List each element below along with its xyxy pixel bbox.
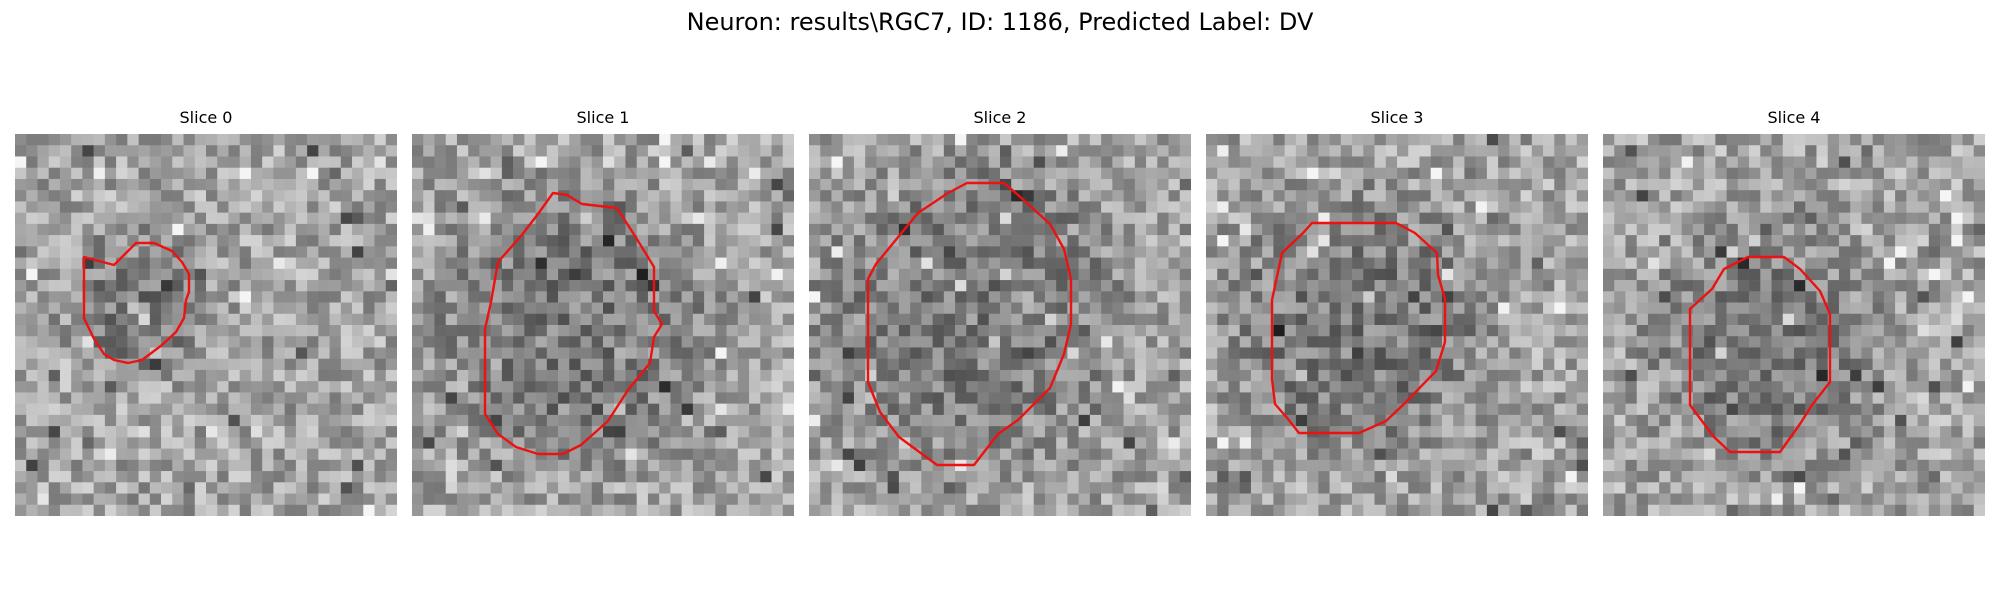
slice-title: Slice 0 bbox=[179, 108, 233, 127]
slice-panel: Slice 3 bbox=[1206, 104, 1588, 520]
pixel-grid bbox=[412, 134, 794, 516]
slice-image bbox=[412, 134, 794, 516]
slice-image bbox=[809, 134, 1191, 516]
roi-outline bbox=[1270, 221, 1447, 435]
roi-outline bbox=[866, 181, 1073, 467]
slice-image bbox=[15, 134, 397, 516]
pixel-grid bbox=[1206, 134, 1588, 516]
slice-title: Slice 3 bbox=[1370, 108, 1424, 127]
pixel-grid bbox=[15, 134, 397, 516]
slice-panel: Slice 1 bbox=[412, 104, 794, 520]
roi-outline bbox=[82, 241, 191, 365]
pixel-grid bbox=[1603, 134, 1985, 516]
slice-panel: Slice 2 bbox=[809, 104, 1191, 520]
slice-title: Slice 2 bbox=[973, 108, 1027, 127]
figure-title: Neuron: results\RGC7, ID: 1186, Predicte… bbox=[686, 8, 1314, 36]
slice-image bbox=[1206, 134, 1588, 516]
pixel-grid bbox=[809, 134, 1191, 516]
roi-outline bbox=[1688, 255, 1832, 454]
slice-title: Slice 1 bbox=[576, 108, 630, 127]
slice-image bbox=[1603, 134, 1985, 516]
roi-outline bbox=[483, 191, 664, 456]
slice-panel: Slice 4 bbox=[1603, 104, 1985, 520]
slice-panel: Slice 0 bbox=[15, 104, 397, 520]
slice-title: Slice 4 bbox=[1767, 108, 1821, 127]
